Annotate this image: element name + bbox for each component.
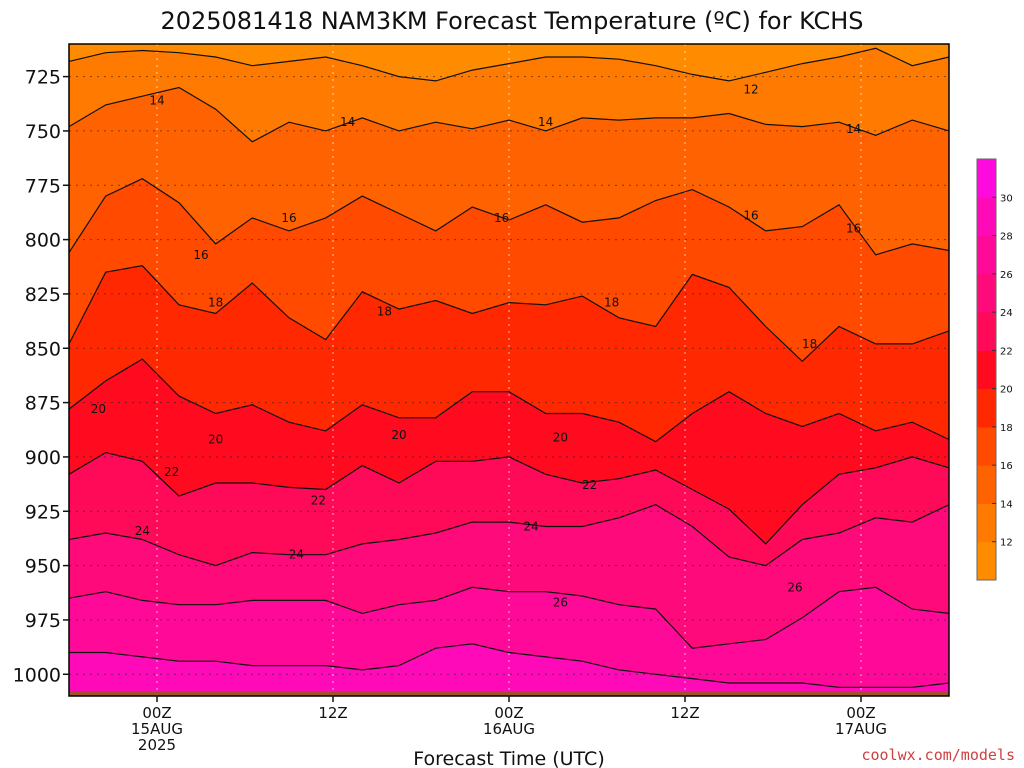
ground-layer xyxy=(69,691,949,696)
contour-label: 16 xyxy=(193,248,208,262)
colorbar-label: 30 xyxy=(1000,193,1013,204)
x-tick-label: 00Z xyxy=(494,704,523,722)
contour-line-14 xyxy=(68,86,950,143)
colorbar-label: 24 xyxy=(1000,308,1013,319)
y-tick-label: 875 xyxy=(25,393,61,415)
contour-label: 14 xyxy=(149,94,164,108)
contour-line-18 xyxy=(68,265,950,363)
credit-text[interactable]: coolwx.com/models xyxy=(861,746,1015,764)
colorbar-swatch xyxy=(977,465,996,504)
colorbar-label: 20 xyxy=(1000,385,1013,396)
x-tick-label: 00Z xyxy=(142,704,171,722)
contour-label: 22 xyxy=(582,478,597,492)
x-tick-label: 17AUG xyxy=(835,720,887,738)
x-tick-label: 15AUG xyxy=(131,720,183,738)
colorbar-swatch xyxy=(977,312,996,351)
colorbar-label: 22 xyxy=(1000,346,1013,357)
y-tick-label: 925 xyxy=(25,501,61,523)
colorbar-label: 18 xyxy=(1000,423,1013,434)
y-tick-label: 725 xyxy=(25,67,61,89)
contour-label: 20 xyxy=(391,428,406,442)
colorbar-label: 28 xyxy=(1000,232,1013,243)
y-tick-label: 950 xyxy=(25,556,61,578)
y-tick-label: 900 xyxy=(25,447,61,469)
contour-label: 26 xyxy=(553,596,568,610)
colorbar-swatch xyxy=(977,541,996,581)
colorbar-swatch xyxy=(977,235,996,275)
y-tick-label: 850 xyxy=(25,338,61,360)
contour-layer xyxy=(68,47,950,688)
colorbar-swatch xyxy=(977,426,996,466)
x-tick-label: 2025 xyxy=(138,736,176,754)
colorbar-swatch xyxy=(977,159,996,198)
colorbar-label: 26 xyxy=(1000,270,1013,281)
ground-fill xyxy=(69,691,949,696)
contour-label: 14 xyxy=(538,115,553,129)
contour-line-12 xyxy=(68,47,950,82)
contour-label: 16 xyxy=(494,211,509,225)
colorbar-swatch xyxy=(977,503,996,543)
y-tick-label: 750 xyxy=(25,121,61,143)
contour-label: 22 xyxy=(311,493,326,507)
x-tick-label: 12Z xyxy=(318,704,347,722)
colorbar: 12 14 16 18 20 22 24 26 28 30 xyxy=(976,158,1013,581)
contour-label: 14 xyxy=(340,115,355,129)
contour-line-28 xyxy=(69,643,950,688)
contour-label: 22 xyxy=(164,465,179,479)
chart-title: 2025081418 NAM3KM Forecast Temperature (… xyxy=(160,7,863,35)
contour-label: 24 xyxy=(135,524,150,538)
contour-line-22 xyxy=(68,451,950,545)
contour-label: 26 xyxy=(787,580,802,594)
contour-label: 18 xyxy=(208,296,223,310)
colorbar-label: 14 xyxy=(1000,499,1013,510)
contour-label: 20 xyxy=(208,433,223,447)
contour-label: 16 xyxy=(281,211,296,225)
y-tick-label: 1000 xyxy=(13,664,61,686)
contour-line-24 xyxy=(68,504,950,567)
contour-label: 14 xyxy=(846,122,861,136)
contour-label: 24 xyxy=(289,548,304,562)
x-tick-label: 00Z xyxy=(846,704,875,722)
colorbar-swatch xyxy=(977,350,996,390)
colorbar-label: 12 xyxy=(1000,538,1013,549)
contour-label: 18 xyxy=(604,296,619,310)
contour-line-26 xyxy=(68,586,950,649)
contour-label-layer: 12 14 14 14 14 16 16 16 16 16 18 18 18 18 20 20 20 20 22 22… xyxy=(91,83,862,610)
x-axis-label: Forecast Time (UTC) xyxy=(413,748,604,768)
x-tick-label: 12Z xyxy=(670,704,699,722)
colorbar-swatch xyxy=(977,388,996,428)
temperature-fill-layer xyxy=(69,44,949,697)
contour-label: 20 xyxy=(553,430,568,444)
contour-line-16 xyxy=(68,178,950,256)
contour-label: 18 xyxy=(802,337,817,351)
contour-label: 20 xyxy=(91,402,106,416)
band-above-28 xyxy=(69,643,949,696)
y-tick-label: 825 xyxy=(25,284,61,306)
contour-label: 16 xyxy=(743,209,758,223)
contour-line-20 xyxy=(68,358,950,443)
contour-label: 18 xyxy=(377,304,392,318)
colorbar-frame xyxy=(976,158,997,581)
y-tick-label: 975 xyxy=(25,610,61,632)
colorbar-swatch xyxy=(977,273,996,313)
x-tick-label: 16AUG xyxy=(483,720,535,738)
colorbar-swatch xyxy=(977,197,996,237)
contour-label: 16 xyxy=(846,222,861,236)
y-tick-label: 775 xyxy=(25,175,61,197)
y-axis: 725 750 775 800 825 850 875 900 925 950 975 1000 xyxy=(13,67,69,686)
contour-label: 12 xyxy=(743,83,758,97)
y-tick-label: 800 xyxy=(25,230,61,252)
colorbar-label: 16 xyxy=(1000,461,1013,472)
contour-label: 24 xyxy=(523,519,538,533)
